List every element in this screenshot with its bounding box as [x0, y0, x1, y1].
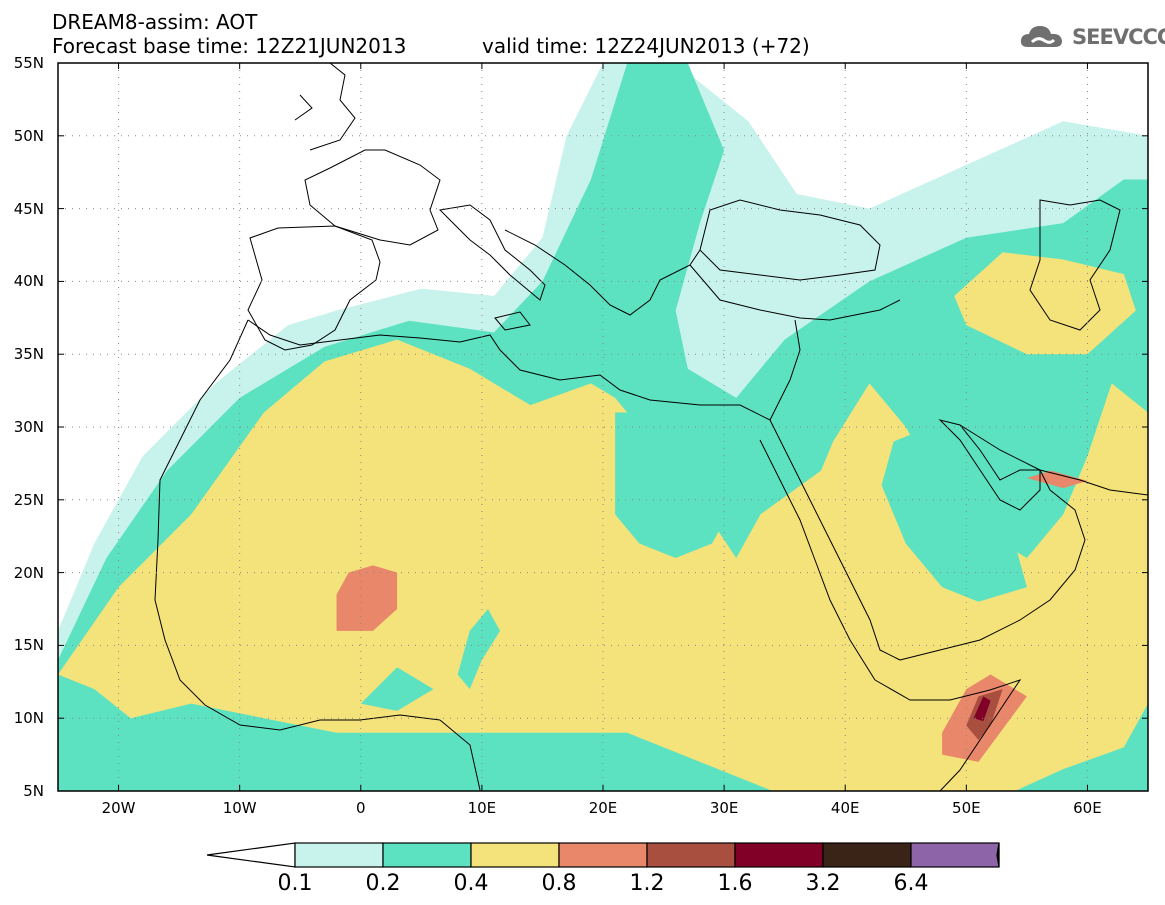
- colorbar-min-arrow: [206, 842, 296, 868]
- gulf-of-guinea-coastline: [439, 719, 481, 791]
- north-africa-coastline: [247, 319, 771, 421]
- caspian-coastline: [1029, 199, 1121, 331]
- aot-region-8: [336, 565, 398, 631]
- lon-label: 10E: [467, 799, 497, 817]
- red-sea-east-coast: [769, 419, 901, 661]
- lon-label: 20W: [101, 799, 136, 817]
- lon-label: 30E: [709, 799, 739, 817]
- lat-label: 40N: [13, 272, 44, 291]
- levant-coastline: [769, 319, 801, 421]
- lon-label: 20E: [588, 799, 618, 817]
- aot-region-2: [58, 339, 1148, 791]
- lat-label: 30N: [13, 418, 44, 436]
- iberia-coastline: [247, 225, 381, 351]
- colorbar-swatch: [470, 842, 560, 868]
- lat-label: 55N: [13, 54, 44, 72]
- lat-label: 35N: [13, 345, 44, 364]
- colorbar-label: 6.4: [893, 871, 929, 896]
- iran-coastline: [959, 424, 1148, 496]
- france-coastline: [304, 149, 441, 246]
- black-sea-coastline: [699, 199, 881, 281]
- colorbar-max-arrow: [996, 842, 1000, 868]
- aot-region-3: [954, 252, 1136, 355]
- aot-region-7: [881, 427, 1027, 602]
- lon-label: 50E: [952, 799, 981, 817]
- uk-coastline: [294, 63, 356, 151]
- colorbar: [206, 842, 1000, 868]
- aot-region-5: [360, 667, 434, 711]
- lon-label: 10W: [222, 799, 257, 817]
- colorbar-label: 0.1: [277, 871, 313, 896]
- cloud-icon: [1020, 26, 1062, 47]
- colorbar-swatch: [294, 842, 384, 868]
- lat-label: 25N: [13, 490, 44, 509]
- aot-region-6: [615, 412, 737, 559]
- west-africa-coastline: [154, 319, 441, 731]
- logo-text: SEEVCCC: [1072, 25, 1165, 49]
- colorbar-swatch: [382, 842, 472, 868]
- colorbar-swatch: [646, 842, 736, 868]
- colorbar-label: 1.2: [629, 871, 665, 896]
- coastlines-and-borders: [154, 63, 1148, 791]
- lat-label: 45N: [13, 199, 44, 218]
- arabia-south-coastline: [899, 469, 1086, 661]
- map-title: DREAM8-assim: AOT: [52, 10, 258, 34]
- lon-label: 40E: [830, 799, 860, 817]
- italy-coastline: [438, 204, 546, 301]
- axis-ticks: [58, 62, 1148, 792]
- aot-region-11: [973, 696, 991, 722]
- colorbar-label: 3.2: [805, 871, 841, 896]
- seevccc-logo: SEEVCCC: [1018, 22, 1165, 52]
- colorbar-swatch: [822, 842, 912, 868]
- colorbar-label: 0.2: [365, 871, 401, 896]
- horn-of-africa-coastline: [874, 679, 1022, 791]
- colorbar-swatch: [558, 842, 648, 868]
- lat-label: 5N: [23, 782, 44, 800]
- valid-time: valid time: 12Z24JUN2013 (+72): [482, 34, 810, 58]
- persian-gulf-coastline: [938, 419, 1041, 511]
- aot-region-4: [457, 609, 501, 690]
- lon-label: 0: [355, 799, 366, 817]
- lat-label: 15N: [13, 636, 44, 655]
- colorbar-swatch: [910, 842, 1000, 868]
- forecast-base-time: Forecast base time: 12Z21JUN2013: [52, 34, 407, 58]
- balkans-coastline: [504, 229, 701, 316]
- lon-label: 60E: [1073, 799, 1102, 817]
- lat-label: 10N: [13, 709, 44, 728]
- graticule: [58, 63, 1148, 791]
- colorbar-swatch: [734, 842, 824, 868]
- sicily-coastline: [494, 311, 531, 331]
- colorbar-label: 0.4: [453, 871, 489, 896]
- lat-label: 50N: [13, 126, 44, 145]
- lat-label: 20N: [13, 563, 44, 582]
- colorbar-label: 0.8: [541, 871, 577, 896]
- turkey-coastline: [689, 264, 901, 321]
- red-sea-west-coast: [759, 439, 876, 681]
- colorbar-label: 1.6: [717, 871, 753, 896]
